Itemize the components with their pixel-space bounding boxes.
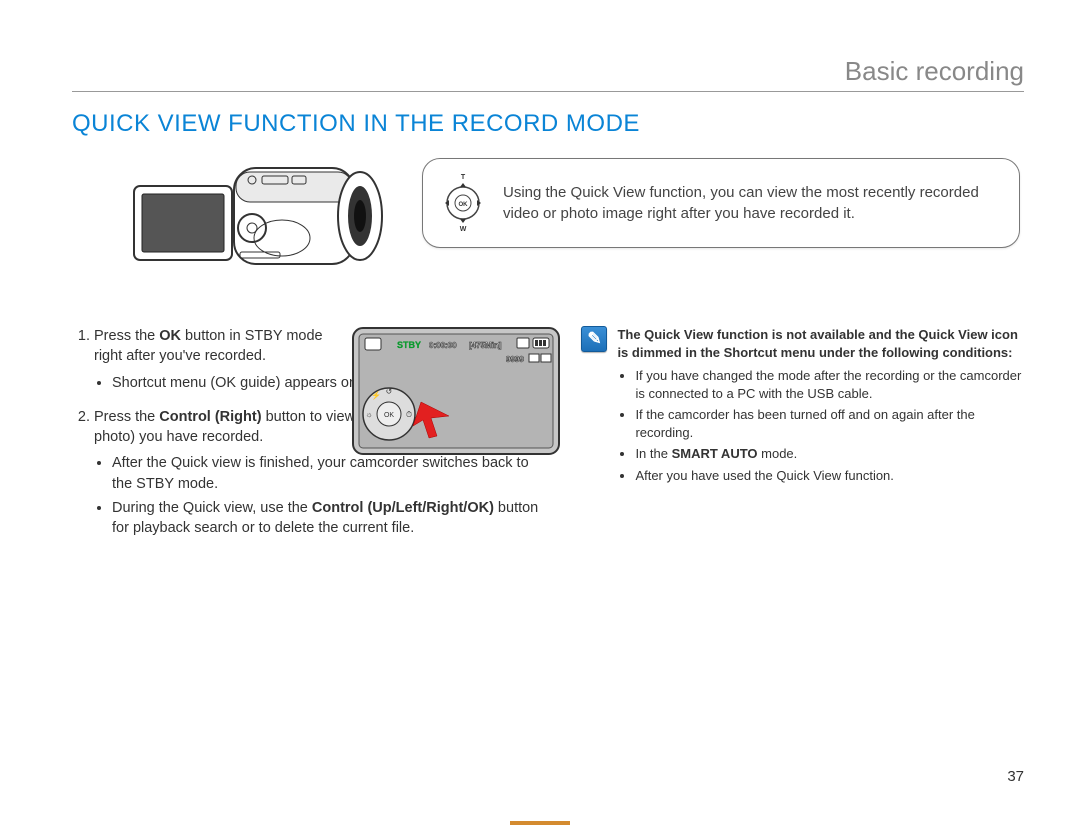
svg-text:W: W: [460, 226, 467, 233]
svg-text:OK: OK: [384, 412, 394, 419]
note-bullet-1: If you have changed the mode after the r…: [635, 367, 1024, 402]
step-2-bullet-1: After the Quick view is finished, your c…: [112, 453, 551, 494]
svg-text:OK: OK: [459, 202, 469, 208]
step-2-bullet-2: During the Quick view, use the Control (…: [112, 498, 551, 539]
svg-text:9999: 9999: [506, 355, 524, 364]
info-box-text: Using the Quick View function, you can v…: [503, 182, 1001, 224]
svg-text:[475Min]: [475Min]: [469, 341, 502, 350]
dpad-icon: OK T W: [441, 173, 485, 233]
footer-accent: [510, 821, 570, 825]
svg-text:T: T: [461, 174, 466, 181]
svg-text:↺: ↺: [386, 387, 393, 396]
svg-text:⏱: ⏱: [406, 410, 412, 419]
quick-view-info-box: OK T W Using the Quick View function, yo…: [422, 158, 1020, 248]
note-heading: The Quick View function is not available…: [617, 327, 1017, 360]
section-header: Basic recording: [72, 56, 1024, 92]
note-bullet-4: After you have used the Quick View funct…: [635, 467, 1024, 485]
lcd-screen-illustration: STBY 0:00:00 [475Min] 9999 OK ↺ ☼ ⏱ ⚡: [351, 326, 561, 456]
note-icon: ✎: [581, 326, 607, 352]
svg-text:⚡: ⚡: [371, 390, 381, 400]
note-bullet-2: If the camcorder has been turned off and…: [635, 406, 1024, 441]
page-number: 37: [1007, 768, 1024, 785]
svg-text:☼: ☼: [366, 410, 373, 419]
svg-text:0:00:00: 0:00:00: [429, 341, 457, 350]
svg-text:STBY: STBY: [397, 340, 421, 350]
page-title: QUICK VIEW FUNCTION IN THE RECORD MODE: [72, 110, 1024, 138]
camcorder-illustration: [132, 158, 392, 298]
note-content: The Quick View function is not available…: [617, 326, 1024, 488]
note-bullet-3: In the SMART AUTO mode.: [635, 445, 1024, 463]
